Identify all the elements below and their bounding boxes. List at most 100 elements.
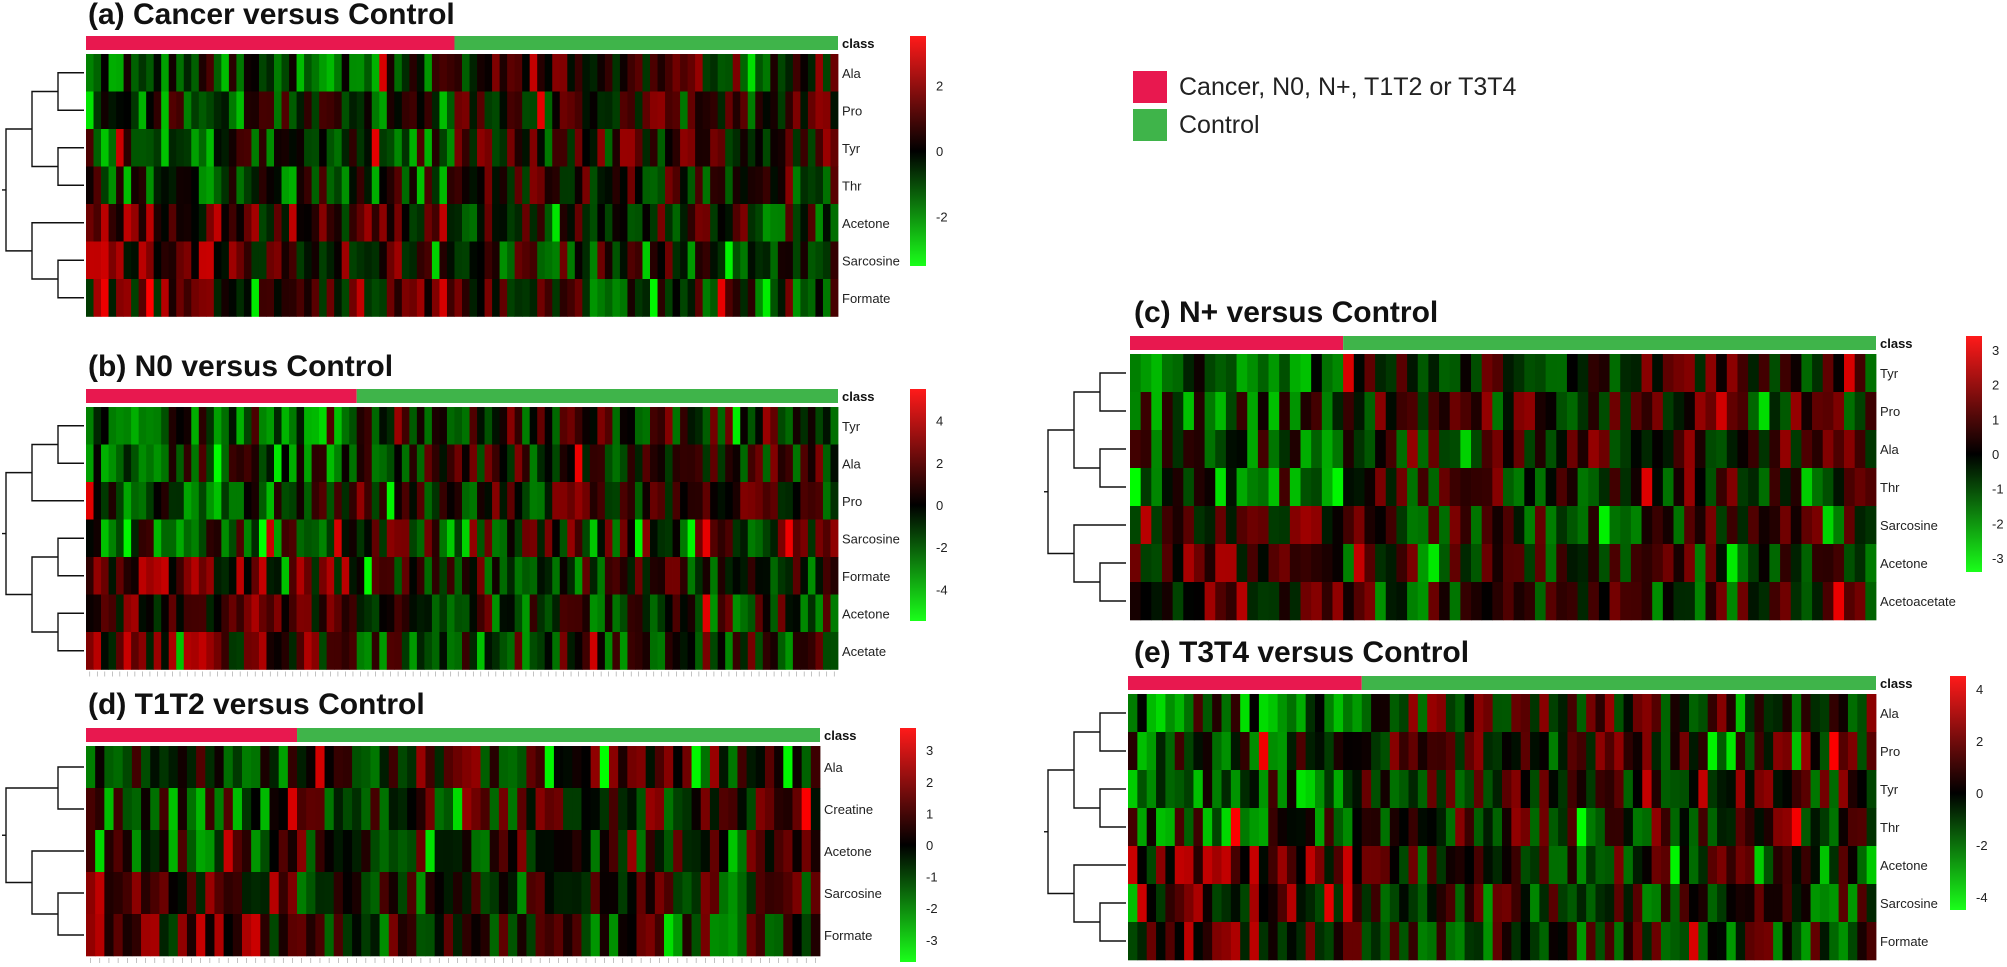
heatmap-cell — [1866, 884, 1877, 923]
heatmap-cell — [822, 204, 831, 242]
heatmap-cell — [315, 830, 325, 873]
heatmap-cell — [619, 519, 628, 558]
heatmap-cell — [1221, 770, 1232, 809]
heatmap-cell — [529, 632, 538, 670]
heatmap-cell — [725, 594, 734, 633]
heatmap-cell — [770, 407, 779, 445]
heatmap-cell — [1236, 354, 1248, 393]
heatmap-cell — [770, 444, 779, 483]
heatmap-cell — [665, 594, 673, 633]
heatmap-cell — [361, 746, 371, 789]
row-label: Sarcosine — [1880, 518, 1938, 533]
heatmap-cell — [191, 594, 200, 633]
heatmap-cell — [710, 54, 719, 92]
heatmap-cell — [319, 444, 328, 483]
heatmap-cell — [514, 557, 523, 595]
heatmap-cell — [1801, 922, 1811, 961]
heatmap-cell — [567, 204, 576, 242]
heatmap-cell — [1558, 808, 1568, 847]
heatmap-cell — [364, 482, 373, 520]
heatmap-cell — [672, 279, 681, 317]
heatmap-cell — [1230, 694, 1241, 733]
heatmap-cell — [1717, 694, 1727, 733]
dendrogram-branch — [1099, 788, 1126, 828]
heatmap-cell — [1763, 694, 1774, 733]
heatmap-cell — [177, 830, 188, 873]
heatmap-cell — [1534, 468, 1547, 507]
heatmap-cell — [507, 407, 516, 445]
heatmap-cell — [785, 444, 794, 483]
heatmap-cell — [1407, 506, 1419, 545]
heatmap-cell — [477, 91, 485, 130]
heatmap-cell — [161, 407, 170, 445]
heatmap-cell — [416, 204, 425, 242]
heatmap-cell — [123, 594, 132, 633]
heatmap-cell — [243, 557, 252, 595]
heatmap-cell — [800, 129, 809, 167]
heatmap-cell — [1780, 354, 1792, 393]
heatmap-cell — [762, 519, 771, 558]
heatmap-cell — [146, 166, 155, 205]
heatmap-cell — [1172, 430, 1184, 469]
heatmap-cell — [567, 407, 576, 445]
heatmap-cell — [1247, 392, 1259, 431]
heatmap-cell — [296, 241, 305, 280]
heatmap-cell — [123, 557, 132, 595]
heatmap-cell — [326, 166, 335, 205]
heatmap-cell — [258, 557, 267, 595]
heatmap-cell — [807, 557, 816, 595]
heatmap-cell — [1558, 694, 1568, 733]
heatmap-cell — [1146, 884, 1157, 923]
heatmap-cell — [333, 830, 344, 873]
heatmap-cell — [815, 632, 824, 670]
heatmap-cell — [1427, 884, 1437, 923]
heatmap-cell — [1343, 694, 1353, 733]
heatmap-cell — [416, 91, 425, 130]
heatmap-cell — [680, 91, 688, 130]
heatmap-cell — [507, 204, 516, 242]
heatmap-cell — [439, 519, 448, 558]
heatmap-cell — [522, 407, 531, 445]
heatmap-cell — [1449, 430, 1461, 469]
heatmap-cell — [304, 594, 312, 633]
heatmap-cell — [424, 241, 433, 280]
heatmap-cell — [755, 632, 764, 670]
heatmap-d: classAlaCreatineAcetoneSarcosineFormate3… — [2, 728, 938, 963]
heatmap-cell — [223, 914, 234, 957]
heatmap-cell — [702, 482, 711, 520]
heatmap-cell — [1439, 582, 1451, 621]
heatmap-cell — [123, 241, 132, 280]
heatmap-cell — [274, 129, 282, 167]
heatmap-cell — [407, 746, 417, 789]
heatmap-cell — [108, 129, 117, 167]
heatmap-cell — [186, 872, 197, 915]
heatmap-cell — [1332, 354, 1344, 393]
heatmap-cell — [281, 54, 290, 92]
heatmap-cell — [687, 241, 696, 280]
row-label: Acetone — [842, 606, 890, 621]
heatmap-cell — [522, 594, 531, 633]
heatmap-cell — [732, 557, 741, 595]
heatmap-cell — [1632, 922, 1643, 961]
heatmap-cell — [431, 632, 440, 670]
heatmap-cell — [1257, 354, 1269, 393]
heatmap-cell — [732, 632, 741, 670]
heatmap-cell — [627, 632, 636, 670]
heatmap-cell — [471, 872, 481, 915]
heatmap-cell — [1268, 694, 1278, 733]
heatmap-cell — [1172, 582, 1184, 621]
heatmap-cell — [138, 482, 147, 520]
heatmap-cell — [642, 166, 651, 205]
heatmap-cell — [1460, 506, 1472, 545]
heatmap-cell — [281, 632, 290, 670]
heatmap-cell — [1321, 544, 1333, 583]
heatmap-cell — [612, 91, 621, 130]
heatmap-cell — [1679, 846, 1690, 885]
heatmap-cell — [1790, 506, 1802, 545]
heatmap-cell — [544, 129, 553, 167]
heatmap-cell — [364, 91, 373, 130]
heatmap-cell — [1698, 770, 1709, 809]
heatmap-cell — [1641, 506, 1653, 545]
heatmap-cell — [101, 279, 109, 317]
heatmap-cell — [732, 407, 741, 445]
